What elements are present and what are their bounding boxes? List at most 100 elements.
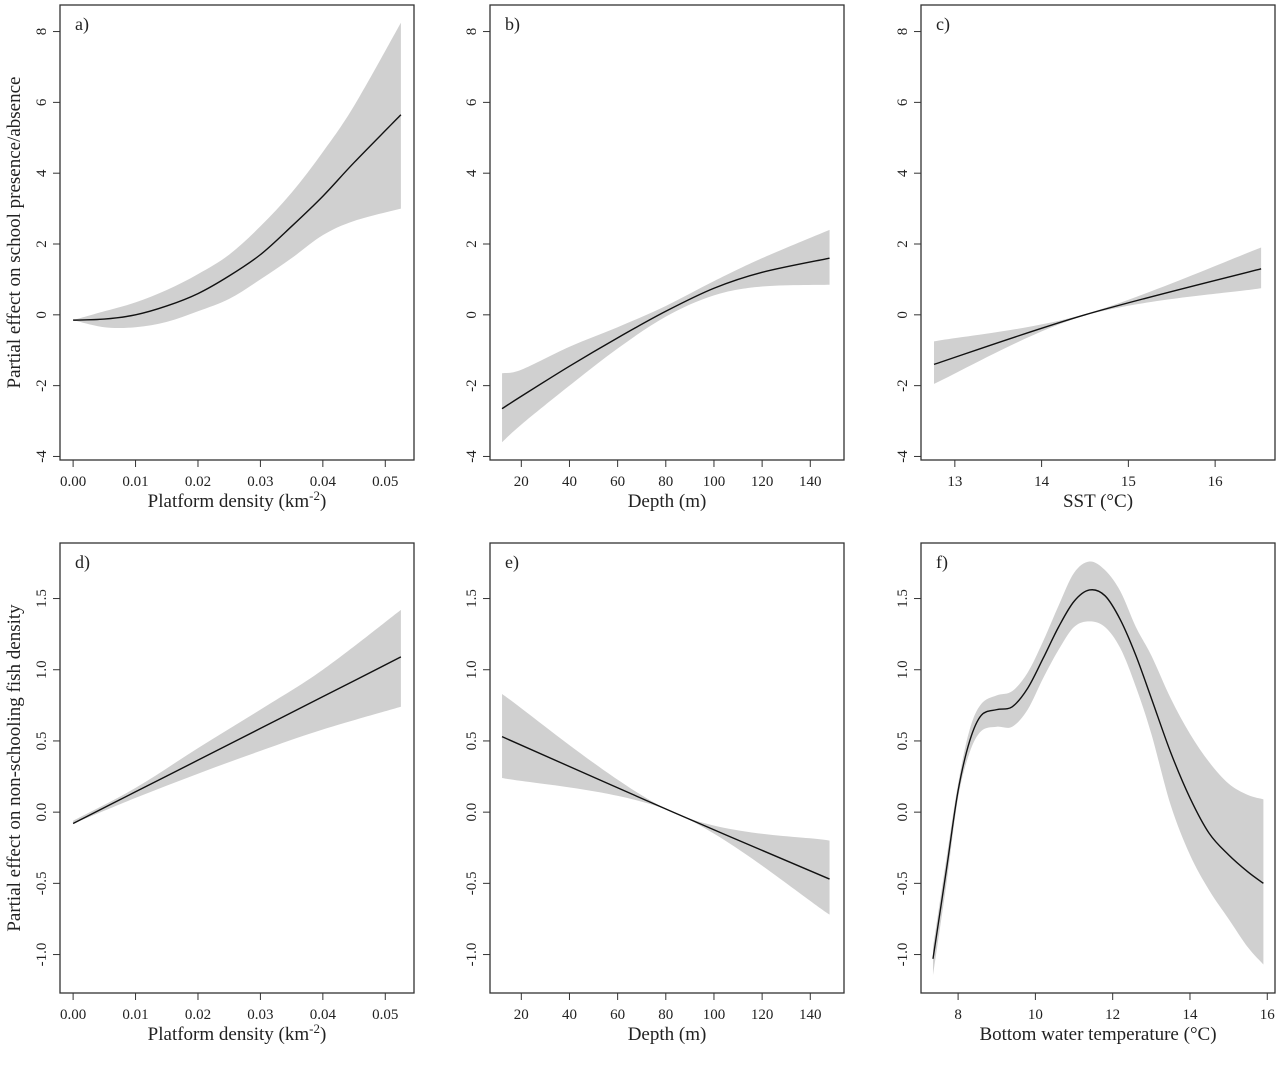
x-tick-label: 0.03 [247, 474, 273, 490]
x-tick-label: 14 [1182, 1007, 1198, 1023]
plot-frame [59, 542, 415, 994]
y-axis-label: Partial effect on non-schooling fish den… [4, 604, 25, 932]
x-axis-label-superscript: -2 [309, 488, 320, 503]
x-axis-label: Depth (m) [628, 1024, 707, 1045]
panel-label: e) [505, 552, 519, 573]
x-axis-label-text: Platform density (km [148, 491, 310, 512]
x-tick-label: 0.05 [372, 474, 398, 490]
y-tick-label: -0.5 [464, 871, 480, 895]
y-tick-label: 0 [34, 311, 50, 319]
fit-line [933, 268, 1262, 366]
x-axis-label-text: SST (°C) [1063, 491, 1133, 512]
y-tick-label: 2 [464, 240, 480, 248]
plot-frame [59, 4, 415, 461]
plot-frame [489, 542, 845, 994]
x-tick-label: 80 [658, 1007, 673, 1023]
x-tick-label: 100 [703, 474, 726, 490]
x-tick-label: 100 [703, 1007, 726, 1023]
panel-b: b) 20 40 60 80 100 120 140 -4 -2 0 2 4 6 8 Depth (m) [464, 4, 845, 512]
panel-label: d) [75, 552, 90, 573]
x-axis-label: Platform density (km-2) [148, 488, 327, 512]
x-axis-label-text: Bottom water temperature (°C) [979, 1024, 1216, 1045]
x-tick-label: 120 [751, 1007, 774, 1023]
y-tick-label: 8 [464, 28, 480, 36]
panel-a: a) 0.00 0.01 0.02 0.03 0.04 0.05 -4 -2 0 2 4 6 8 Platf… [4, 4, 415, 512]
y-axis-label: Partial effect on school presence/absenc… [4, 77, 25, 389]
y-tick-label: 4 [34, 169, 50, 177]
y-tick-label: 4 [895, 169, 911, 177]
plot-frame [489, 4, 845, 461]
panel-d: d) 0.00 0.01 0.02 0.03 0.04 0.05 -1.0 -0.5 0.0 0.5… [4, 542, 415, 1045]
x-tick-label: 0.00 [60, 474, 86, 490]
x-tick-label: 0.01 [122, 1007, 148, 1023]
x-tick-label: 60 [610, 474, 625, 490]
x-axis-label-end: ) [320, 1024, 326, 1045]
x-tick-label: 10 [1028, 1007, 1043, 1023]
y-tick-label: 2 [895, 240, 911, 248]
y-tick-label: -4 [34, 450, 50, 463]
x-tick-label: 13 [947, 474, 962, 490]
confidence-band [932, 561, 1264, 976]
y-tick-label: 6 [464, 98, 480, 106]
x-tick-label: 0.01 [122, 474, 148, 490]
x-tick-label: 15 [1121, 474, 1136, 490]
panel-c: c) 13 14 15 16 -4 -2 0 2 4 6 8 SST (°C) [895, 4, 1276, 512]
x-tick-label: 20 [514, 1007, 529, 1023]
y-tick-label: -4 [895, 450, 911, 463]
y-tick-label: 0 [895, 311, 911, 319]
x-tick-label: 0.04 [310, 1007, 337, 1023]
y-tick-label: -2 [895, 379, 911, 392]
confidence-band [502, 229, 830, 443]
x-tick-label: 16 [1208, 474, 1224, 490]
x-tick-label: 16 [1260, 1007, 1276, 1023]
panel-label: b) [505, 14, 520, 35]
y-tick-label: 6 [34, 98, 50, 106]
confidence-band [934, 247, 1262, 384]
y-tick-label: -0.5 [34, 871, 50, 895]
confidence-band [502, 693, 830, 915]
x-axis-label: Platform density (km-2) [148, 1021, 327, 1045]
plot-frame [920, 542, 1276, 994]
fit-line [501, 736, 830, 880]
x-tick-label: 8 [954, 1007, 962, 1023]
y-tick-label: -0.5 [895, 871, 911, 895]
y-tick-label: 0.0 [464, 803, 480, 822]
x-tick-label: 0.05 [372, 1007, 398, 1023]
x-axis-label-text: Platform density (km [148, 1024, 310, 1045]
y-tick-label: 4 [464, 169, 480, 177]
x-tick-label: 80 [658, 474, 673, 490]
x-tick-label: 20 [514, 474, 529, 490]
x-tick-label: 40 [562, 1007, 577, 1023]
x-tick-label: 140 [799, 474, 822, 490]
confidence-band [73, 22, 401, 328]
fit-line [72, 656, 402, 825]
x-tick-label: 0.04 [310, 474, 337, 490]
y-tick-label: -1.0 [464, 943, 480, 967]
x-axis-label: Bottom water temperature (°C) [979, 1024, 1216, 1045]
fit-line [501, 257, 830, 410]
y-tick-label: 0.0 [34, 803, 50, 822]
x-tick-label: 140 [799, 1007, 822, 1023]
x-axis-label-superscript: -2 [309, 1021, 320, 1036]
panel-label: f) [936, 552, 948, 573]
y-tick-label: 1.0 [34, 660, 50, 679]
panel-label: a) [75, 14, 89, 35]
x-tick-label: 40 [562, 474, 577, 490]
x-axis-label: Depth (m) [628, 491, 707, 512]
y-tick-label: -2 [34, 379, 50, 392]
panel-e: e) 20 40 60 80 100 120 140 -1.0 -0.5 0.0 0.5 1.0 1.5 D… [464, 542, 845, 1045]
y-tick-label: -2 [464, 379, 480, 392]
x-tick-label: 0.02 [185, 1007, 211, 1023]
y-tick-label: 0.5 [34, 732, 50, 751]
x-tick-label: 0.00 [60, 1007, 86, 1023]
y-tick-label: -4 [464, 450, 480, 463]
y-tick-label: 0.5 [464, 732, 480, 751]
y-tick-label: 2 [34, 240, 50, 248]
y-tick-label: -1.0 [34, 943, 50, 967]
x-tick-label: 0.02 [185, 474, 211, 490]
y-tick-label: 1.0 [464, 660, 480, 679]
x-tick-label: 120 [751, 474, 774, 490]
panel-f: f) 8 10 12 14 16 -1.0 -0.5 0.0 0.5 1.0 1.5 Bottom wa… [895, 542, 1276, 1045]
x-axis-label: SST (°C) [1063, 491, 1133, 512]
